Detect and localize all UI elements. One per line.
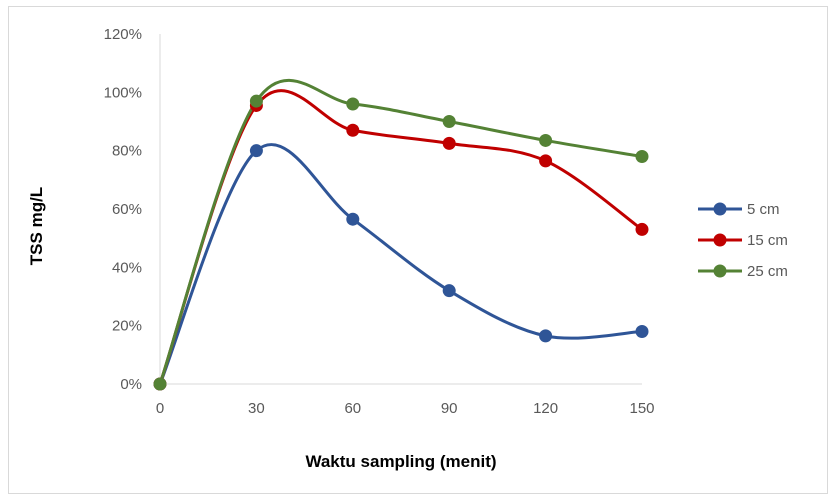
x-tick-label: 90 — [441, 400, 458, 417]
x-tick-label: 60 — [344, 400, 361, 417]
data-point — [539, 154, 553, 168]
legend-swatch-marker — [713, 233, 727, 247]
y-tick-labels: 0% 20% 40% 60% 80% 100% 120% — [104, 26, 142, 393]
data-point — [346, 123, 360, 137]
data-point — [635, 150, 649, 163]
y-tick-label: 100% — [104, 84, 142, 101]
axes — [159, 34, 642, 385]
data-point — [346, 212, 360, 226]
x-axis-title: Waktu sampling (menit) — [305, 452, 496, 471]
series-lines — [158, 78, 644, 386]
y-tick-label: 20% — [112, 318, 142, 335]
legend-label: 5 cm — [747, 201, 780, 218]
data-point — [442, 115, 456, 128]
data-point — [153, 377, 167, 391]
x-tick-label: 150 — [629, 400, 654, 417]
legend-swatch-marker — [713, 264, 727, 278]
legend: 5 cm 15 cm 25 cm — [698, 201, 788, 280]
x-tick-label: 30 — [248, 400, 265, 417]
legend-swatch-marker — [713, 202, 727, 216]
y-tick-label: 120% — [104, 26, 142, 43]
series-points — [153, 94, 649, 391]
y-axis-title: TSS mg/L — [27, 187, 46, 265]
data-point — [442, 284, 456, 298]
x-tick-labels: 0 30 60 90 120 150 — [156, 400, 655, 417]
series-line — [158, 89, 644, 386]
y-tick-label: 40% — [112, 259, 142, 276]
data-point — [635, 222, 649, 236]
data-point — [539, 133, 553, 147]
y-tick-label: 80% — [112, 143, 142, 160]
data-point — [635, 325, 649, 338]
x-tick-label: 120 — [533, 400, 558, 417]
y-tick-label: 0% — [120, 376, 142, 393]
legend-label: 15 cm — [747, 232, 788, 249]
data-point — [249, 144, 263, 158]
y-tick-label: 60% — [112, 201, 142, 218]
series-line — [158, 143, 644, 386]
data-point — [442, 136, 456, 150]
chart-frame — [8, 6, 828, 494]
x-tick-label: 0 — [156, 400, 164, 417]
data-point — [539, 329, 553, 343]
legend-label: 25 cm — [747, 263, 788, 280]
data-point — [346, 97, 360, 111]
data-point — [249, 94, 263, 108]
